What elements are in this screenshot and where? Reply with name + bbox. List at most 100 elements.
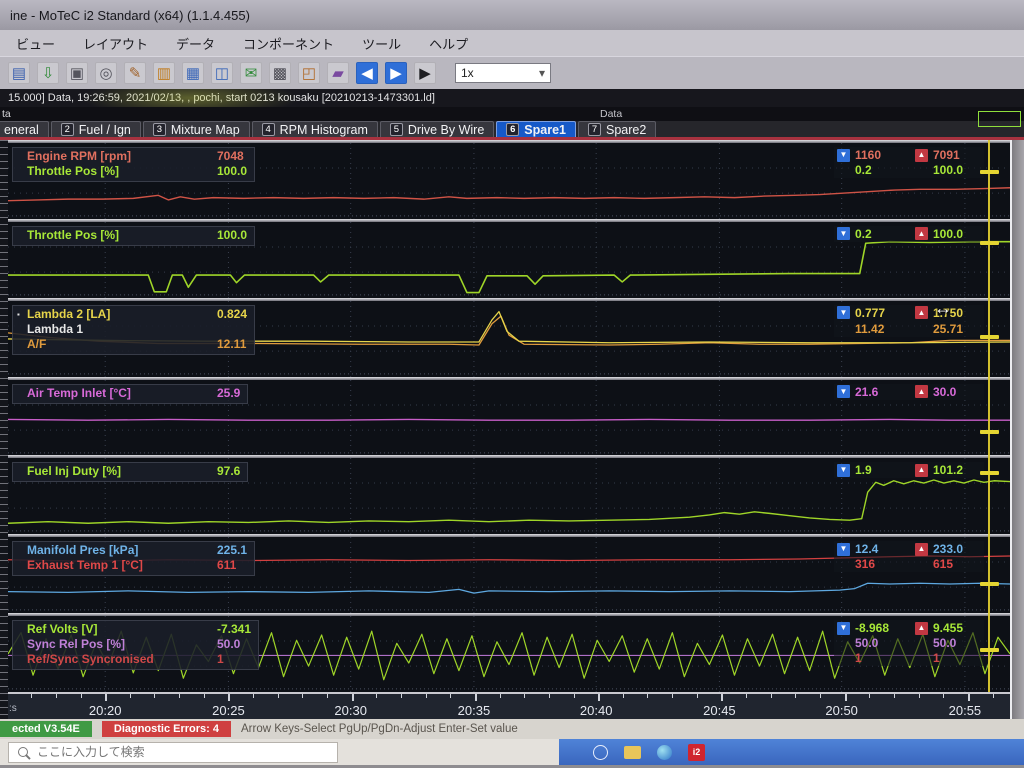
edit-icon[interactable]: ✎ bbox=[124, 62, 146, 84]
search-icon bbox=[18, 747, 28, 757]
connection-status-badge: ected V3.54E bbox=[0, 721, 92, 737]
values-table-icon[interactable]: ◫ bbox=[211, 62, 233, 84]
channel-legend: Ref Volts [V] -7.341 Sync Rel Pos [%] 50.0 R… bbox=[12, 620, 260, 671]
bullet-spacer bbox=[17, 228, 27, 243]
next-lap-icon-glyph: ▶ bbox=[390, 65, 402, 82]
time-tick-major bbox=[721, 694, 724, 701]
channel-value: 7048 bbox=[217, 149, 244, 163]
max-value: 100.0 bbox=[933, 226, 964, 241]
tab-eneral[interactable]: eneral bbox=[0, 121, 49, 137]
grid-icon[interactable]: ▩ bbox=[269, 62, 291, 84]
menu-item-1[interactable]: ビュー bbox=[16, 36, 56, 52]
channel-label: Throttle Pos [%] bbox=[27, 227, 119, 242]
taskbar-search-box[interactable] bbox=[8, 741, 338, 763]
time-cursor-line[interactable] bbox=[988, 140, 990, 692]
tab-badge: 5 bbox=[389, 123, 403, 136]
tab-drive-by-wire[interactable]: 5 Drive By Wire bbox=[379, 121, 495, 137]
tab-rpm-histogram[interactable]: 4 RPM Histogram bbox=[251, 121, 378, 137]
tab-spare2[interactable]: 7 Spare2 bbox=[577, 121, 657, 137]
time-label: 20:25 bbox=[212, 703, 245, 718]
channel-value: 0.824 bbox=[217, 306, 248, 321]
diagnostic-errors-badge[interactable]: Diagnostic Errors: 4 bbox=[101, 721, 232, 737]
channel-row[interactable]: Lambda 1 bbox=[17, 322, 247, 337]
channel-row[interactable]: ▪ Lambda 2 [LA] 0.824 bbox=[17, 307, 247, 322]
time-axis[interactable]: :s 20:20 20:25 20:30 20:35 20:40 20:45 20:50 20… bbox=[8, 692, 1010, 719]
channel-row[interactable]: A/F 12.11 bbox=[17, 337, 247, 352]
channel-row[interactable]: Engine RPM [rpm] 7048 bbox=[17, 149, 247, 164]
chart-plot-throttle-pos[interactable] bbox=[8, 222, 1010, 298]
print-icon[interactable]: ▣ bbox=[66, 62, 88, 84]
cursor-value-marker[interactable] bbox=[980, 169, 999, 174]
play-icon[interactable]: ▶ bbox=[414, 62, 436, 84]
channel-label: Throttle Pos [%] bbox=[27, 164, 119, 178]
taskbar-icon-explorer[interactable] bbox=[624, 745, 641, 759]
status-bar: ected V3.54E Diagnostic Errors: 4 Arrow … bbox=[0, 719, 1024, 739]
menu-item-5[interactable]: ツール bbox=[362, 36, 402, 52]
video-icon[interactable]: ▰ bbox=[327, 62, 349, 84]
workbook-icon[interactable]: ▥ bbox=[153, 62, 175, 84]
cursor-value-marker[interactable] bbox=[980, 335, 999, 340]
menu-item-6[interactable]: ヘルプ bbox=[429, 36, 469, 52]
channel-row[interactable]: Ref/Sync Syncronised 1 bbox=[17, 652, 251, 667]
channel-label: Air Temp Inlet [°C] bbox=[27, 385, 131, 400]
max-badge-icon: ▲ bbox=[915, 306, 928, 320]
export-icon[interactable]: ⇩ bbox=[37, 62, 59, 84]
channel-row[interactable]: Exhaust Temp 1 [°C] 611 bbox=[17, 558, 247, 573]
channel-row[interactable]: Fuel Inj Duty [%] 97.6 bbox=[17, 464, 240, 479]
cursor-value-marker[interactable] bbox=[980, 648, 999, 653]
channel-row[interactable]: Manifold Pres [kPa] 225.1 bbox=[17, 543, 247, 558]
tab-fuel-ign[interactable]: 2 Fuel / Ign bbox=[50, 121, 141, 137]
tab-badge: 7 bbox=[587, 123, 601, 136]
chart-plot-air-temp-inlet[interactable] bbox=[8, 380, 1010, 456]
print-preview-icon[interactable]: ◎ bbox=[95, 62, 117, 84]
minmax-box: ▼ 12.4 ▲ 233.0 316 615 bbox=[834, 541, 984, 573]
channel-legend: Throttle Pos [%] 100.0 bbox=[12, 225, 256, 246]
time-tick-minor bbox=[992, 694, 994, 698]
send-icon[interactable]: ✉ bbox=[240, 62, 262, 84]
max-badge-icon: ▲ bbox=[915, 148, 928, 162]
channel-row[interactable]: Throttle Pos [%] 100.0 bbox=[17, 164, 247, 179]
taskbar-icon-cortana[interactable] bbox=[593, 744, 608, 760]
search-input[interactable] bbox=[37, 745, 328, 759]
channel-row[interactable]: Sync Rel Pos [%] 50.0 bbox=[17, 637, 251, 652]
menu-item-4[interactable]: コンポーネント bbox=[243, 36, 335, 52]
time-tick-minor bbox=[943, 694, 945, 698]
channel-row[interactable]: Ref Volts [V] -7.341 bbox=[17, 622, 251, 637]
table-icon[interactable]: ▦ bbox=[182, 62, 204, 84]
overlay-window-icon[interactable]: ◰ bbox=[298, 62, 320, 84]
save-icon[interactable]: ▤ bbox=[8, 62, 30, 84]
cursor-value-marker[interactable] bbox=[980, 240, 999, 245]
window-title: ine - MoTeC i2 Standard (x64) (1.1.4.455… bbox=[10, 7, 250, 23]
time-tick-minor bbox=[647, 694, 649, 698]
cursor-value-marker[interactable] bbox=[980, 429, 999, 434]
channel-row[interactable]: Throttle Pos [%] 100.0 bbox=[17, 228, 247, 243]
tab-label: Drive By Wire bbox=[407, 122, 485, 137]
channel-value: -7.341 bbox=[217, 622, 252, 637]
cursor-value-marker[interactable] bbox=[980, 581, 999, 586]
table-icon-glyph: ▦ bbox=[185, 65, 201, 82]
time-tick-minor bbox=[893, 694, 895, 698]
channel-label: Fuel Inj Duty [%] bbox=[27, 464, 121, 479]
playback-speed-select[interactable]: 1x ▾ bbox=[455, 63, 551, 83]
menu-item-3[interactable]: データ bbox=[176, 36, 216, 52]
min-value: 0.2 bbox=[855, 163, 872, 177]
taskbar-icon-edge[interactable] bbox=[657, 744, 672, 760]
prev-lap-icon-glyph: ◀ bbox=[361, 65, 373, 82]
channel-row[interactable]: Air Temp Inlet [°C] 25.9 bbox=[17, 386, 240, 401]
menu-item-2[interactable]: レイアウト bbox=[83, 36, 149, 52]
time-tick-minor bbox=[918, 694, 920, 698]
taskbar-icon-i2[interactable]: i2 bbox=[688, 743, 705, 761]
playback-speed-value: 1x bbox=[461, 66, 474, 80]
chevron-down-icon: ▾ bbox=[538, 66, 545, 80]
time-tick-major bbox=[598, 694, 601, 701]
prev-lap-icon[interactable]: ◀ bbox=[356, 62, 378, 84]
tab-spare1[interactable]: 6 Spare1 bbox=[496, 121, 576, 137]
cursor-value-marker[interactable] bbox=[980, 470, 999, 475]
max-value: 30.0 bbox=[933, 384, 957, 399]
chart-plot-fuel-inj-duty[interactable] bbox=[8, 458, 1010, 534]
time-tick-major bbox=[105, 694, 108, 701]
tab-mixture-map[interactable]: 3 Mixture Map bbox=[142, 121, 250, 137]
time-label: 20:35 bbox=[457, 703, 491, 718]
min-value: 50.0 bbox=[855, 636, 879, 651]
next-lap-icon[interactable]: ▶ bbox=[385, 62, 407, 84]
